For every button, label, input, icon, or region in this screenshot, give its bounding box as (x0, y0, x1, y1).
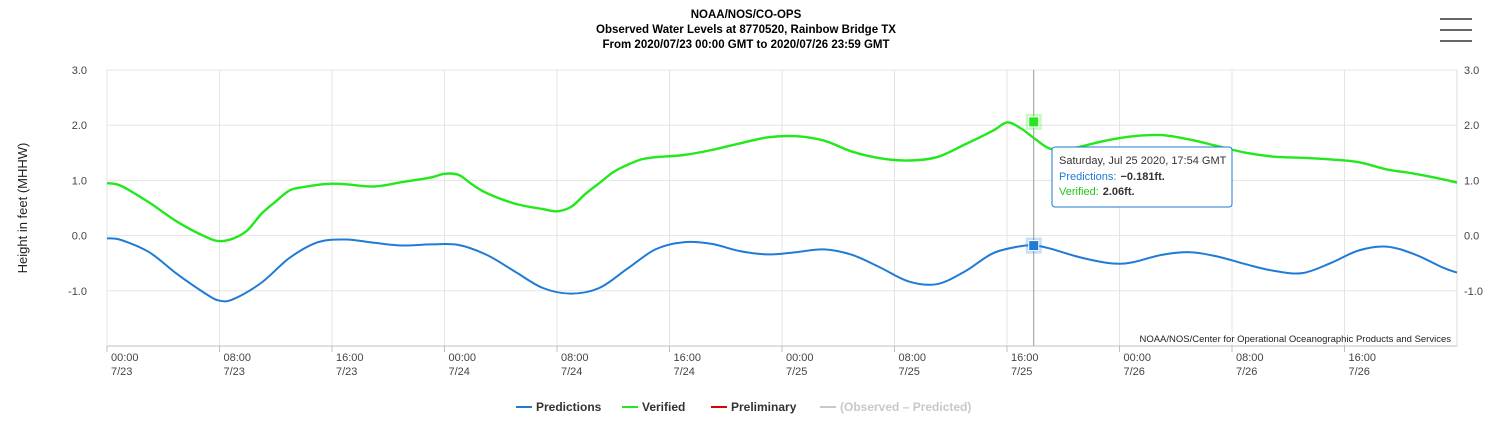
y-tick-label-left: 3.0 (72, 65, 87, 77)
tooltip: Saturday, Jul 25 2020, 17:54 GMT Predict… (1051, 146, 1233, 208)
x-tick-time: 08:00 (1236, 352, 1264, 364)
y-tick-label-right: 3.0 (1464, 65, 1479, 77)
x-tick-date: 7/23 (111, 366, 132, 378)
menu-icon-bar (1440, 18, 1472, 20)
y-tick-label-left: 1.0 (72, 175, 87, 187)
y-tick-label-right: 1.0 (1464, 175, 1479, 187)
tooltip-box (1051, 146, 1233, 208)
x-tick-date: 7/25 (899, 366, 920, 378)
series-line-predictions (106, 237, 1458, 303)
legend-label: Preliminary (731, 400, 797, 414)
x-tick-time: 16:00 (336, 352, 364, 364)
grid-lines (106, 69, 1458, 347)
x-tick-date: 7/26 (1124, 366, 1145, 378)
y-axis-left: 3.0 2.0 1.0 0.0 -1.0 (68, 65, 87, 298)
menu-icon-bar (1440, 40, 1472, 42)
chart-subtitle-station: Observed Water Levels at 8770520, Rainbo… (596, 24, 896, 36)
legend: Predictions Verified Preliminary (Observed … (516, 400, 971, 414)
x-tick-date: 7/24 (561, 366, 582, 378)
y-axis-right: 3.0 2.0 1.0 0.0 -1.0 (1464, 65, 1483, 298)
legend-label: Verified (642, 400, 685, 414)
x-tick-time: 08:00 (899, 352, 927, 364)
x-tick-time: 16:00 (674, 352, 702, 364)
legend-item-4[interactable]: (Observed – Predicted) (820, 400, 971, 414)
legend-item-3[interactable]: Preliminary (711, 400, 797, 414)
legend-item-2[interactable]: Verified (622, 400, 685, 414)
tooltip-header: Saturday, Jul 25 2020, 17:54 GMT (1059, 155, 1227, 167)
menu-icon-bar (1440, 29, 1472, 31)
predictions-hover-marker (1028, 240, 1040, 252)
x-tick-date: 7/24 (674, 366, 695, 378)
x-tick-date: 7/23 (224, 366, 245, 378)
legend-label: Predictions (536, 400, 602, 414)
y-tick-label-left: -1.0 (68, 286, 87, 298)
x-tick-date: 7/23 (336, 366, 357, 378)
y-tick-label-right: 0.0 (1464, 231, 1479, 243)
x-tick-time: 00:00 (449, 352, 477, 364)
x-tick-date: 7/26 (1236, 366, 1257, 378)
chart-credit: NOAA/NOS/Center for Operational Oceanogr… (1139, 334, 1451, 345)
verified-hover-marker (1028, 116, 1040, 128)
hover-markers (1025, 113, 1042, 254)
legend-label: (Observed – Predicted) (840, 400, 971, 414)
tooltip-predictions: Predictions: −0.181ft. (1059, 171, 1165, 183)
y-tick-label-right: 2.0 (1464, 120, 1479, 132)
x-tick-date: 7/26 (1349, 366, 1370, 378)
x-tick-date: 7/24 (449, 366, 470, 378)
chart-subtitle-range: From 2020/07/23 00:00 GMT to 2020/07/26 … (602, 39, 889, 51)
y-tick-label-left: 0.0 (72, 231, 87, 243)
x-tick-time: 16:00 (1011, 352, 1039, 364)
x-tick-time: 00:00 (1124, 352, 1152, 364)
chart-title: NOAA/NOS/CO-OPS (691, 9, 802, 21)
y-tick-label-right: -1.0 (1464, 286, 1483, 298)
x-tick-date: 7/25 (1011, 366, 1032, 378)
x-tick-time: 08:00 (224, 352, 252, 364)
y-tick-label-left: 2.0 (72, 120, 87, 132)
legend-item-1[interactable]: Predictions (516, 400, 602, 414)
tooltip-verified: Verified: 2.06ft. (1059, 186, 1135, 198)
series-layer (106, 121, 1458, 303)
x-tick-time: 00:00 (786, 352, 814, 364)
x-axis: 00:00 7/23 08:00 7/23 16:00 7/23 00:00 7/24 08:0… (106, 345, 1457, 378)
x-tick-time: 08:00 (561, 352, 589, 364)
x-tick-time: 16:00 (1349, 352, 1377, 364)
x-tick-time: 00:00 (111, 352, 139, 364)
series-line-verified (106, 121, 1458, 243)
chart-menu-button[interactable] (1440, 18, 1472, 46)
x-tick-date: 7/25 (786, 366, 807, 378)
y-axis-label: Height in feet (MHHW) (15, 143, 30, 274)
